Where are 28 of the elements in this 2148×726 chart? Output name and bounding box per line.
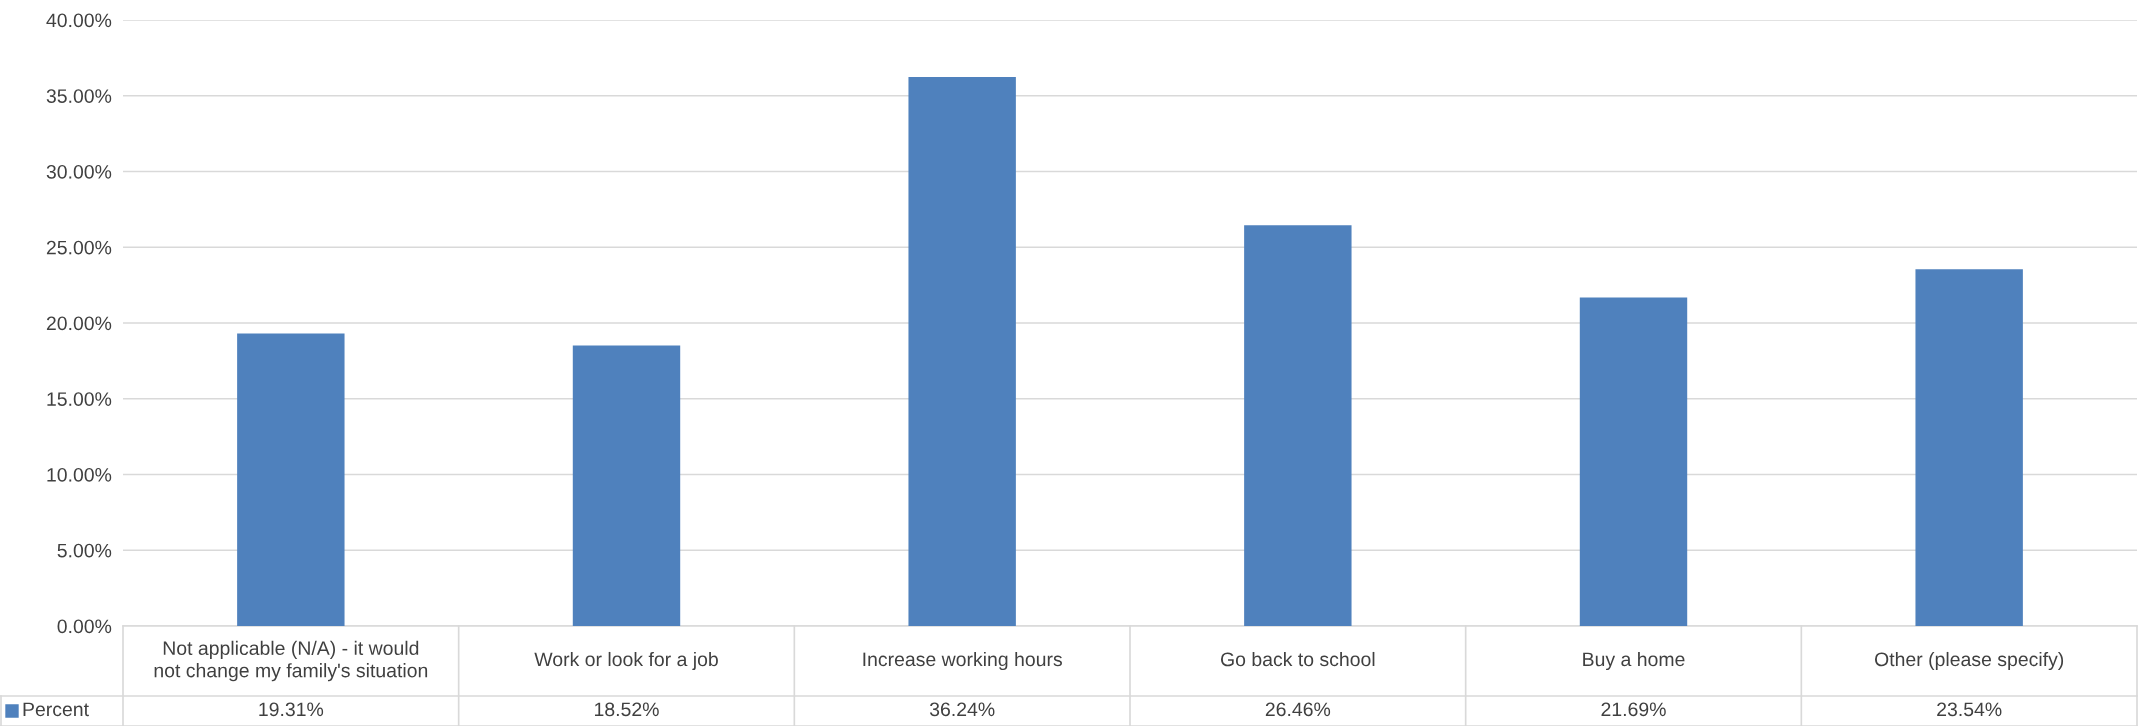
y-tick-label: 0.00% <box>57 619 112 634</box>
bar <box>237 333 345 626</box>
y-tick-label: 10.00% <box>47 467 112 482</box>
y-tick-label: 5.00% <box>57 543 112 558</box>
bar <box>908 76 1016 626</box>
y-tick-label: 15.00% <box>47 392 112 406</box>
x-tick-label: Not applicable (N/A) - it would not change my family's situation <box>154 640 428 682</box>
bar <box>1244 225 1352 626</box>
data-label: 19.31% <box>259 702 324 717</box>
y-tick-label: 35.00% <box>46 89 112 103</box>
y-tick-label: 30.00% <box>46 164 112 179</box>
y-tick-label: 25.00% <box>46 240 112 255</box>
data-label: 36.24% <box>929 702 995 717</box>
x-tick-label: Increase working hours <box>863 651 1062 671</box>
bar <box>1915 269 2023 626</box>
bar <box>572 345 681 626</box>
data-label: 26.46% <box>1265 702 1331 717</box>
x-tick-label: Other (please specify) <box>1874 651 2064 671</box>
x-tick-label: Work or look for a job <box>534 651 718 671</box>
y-tick-label: 20.00% <box>46 316 112 331</box>
bar <box>1579 297 1688 626</box>
x-tick-label: Buy a home <box>1583 651 1685 671</box>
x-tick-label: Go back to school <box>1221 651 1375 667</box>
data-label: 21.69% <box>1601 702 1666 717</box>
y-tick-label: 40.00% <box>46 13 112 28</box>
legend-label: Percent <box>23 702 89 717</box>
data-label: 23.54% <box>1937 702 2002 717</box>
data-label: 18.52% <box>595 702 659 717</box>
